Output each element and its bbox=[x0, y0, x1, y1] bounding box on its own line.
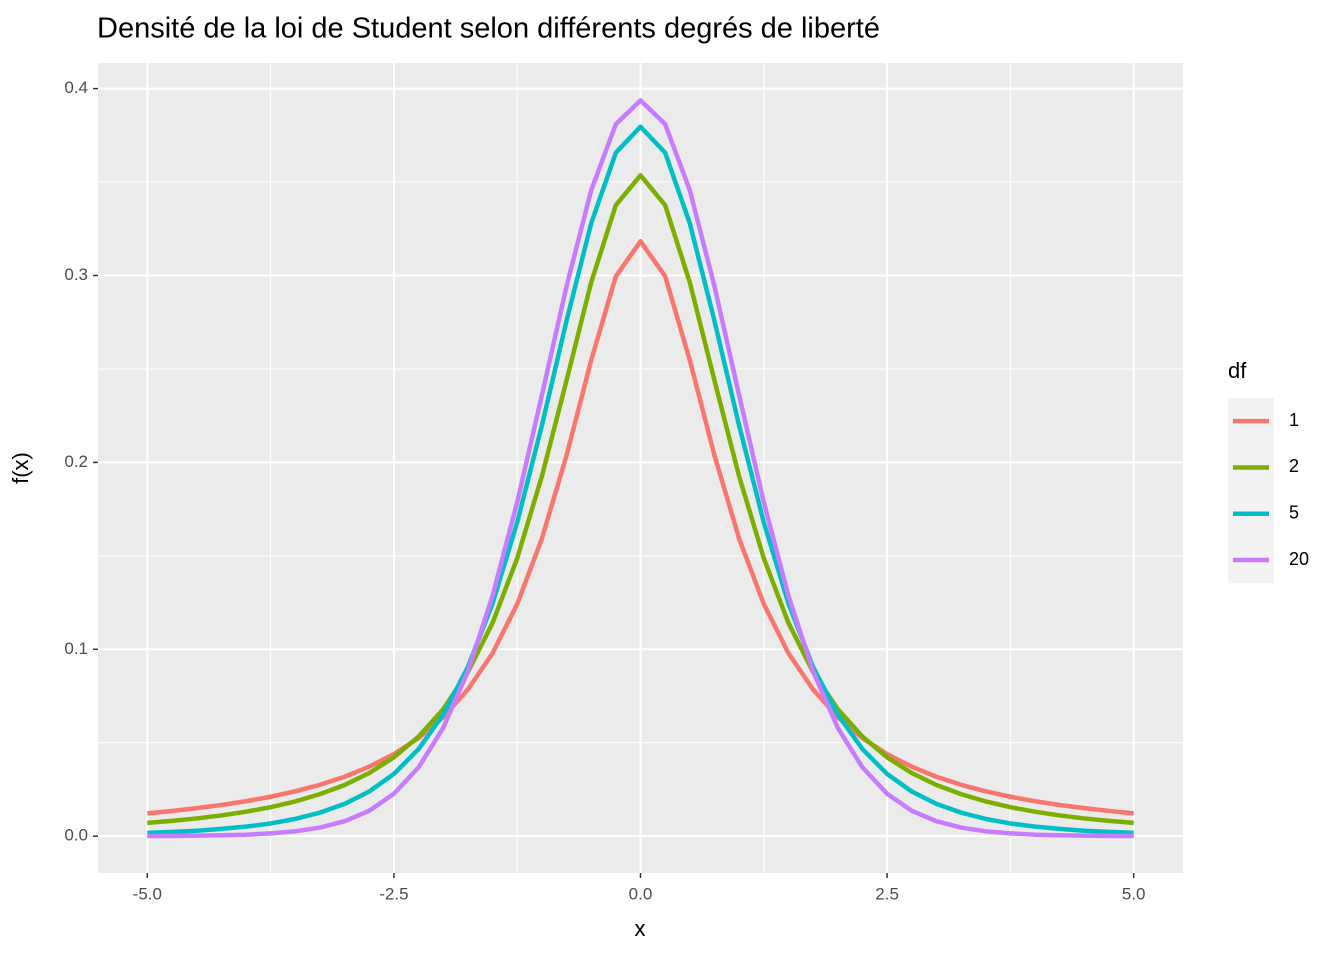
x-tick-label: 0.0 bbox=[629, 884, 653, 903]
legend-label: 5 bbox=[1289, 503, 1299, 523]
series-line bbox=[147, 124, 1134, 836]
series-line bbox=[147, 239, 1134, 816]
legend-label: 1 bbox=[1289, 410, 1299, 430]
x-axis-title: x bbox=[635, 916, 646, 941]
x-tick-label: 5.0 bbox=[1122, 884, 1146, 903]
legend-title: df bbox=[1228, 358, 1247, 383]
series-line bbox=[147, 98, 1134, 839]
x-tick-label: -2.5 bbox=[379, 884, 408, 903]
legend-label: 2 bbox=[1289, 456, 1299, 476]
y-tick-label: 0.0 bbox=[64, 826, 88, 845]
x-tick-label: -5.0 bbox=[133, 884, 162, 903]
y-tick-label: 0.2 bbox=[64, 452, 88, 471]
y-tick-label: 0.3 bbox=[64, 265, 88, 284]
chart-title: Densité de la loi de Student selon diffé… bbox=[97, 13, 880, 45]
y-tick-label: 0.1 bbox=[64, 639, 88, 658]
series-line bbox=[147, 173, 1134, 826]
y-tick-label: 0.4 bbox=[64, 78, 88, 97]
y-axis-title: f(x) bbox=[8, 452, 33, 484]
legend-label: 20 bbox=[1289, 549, 1309, 569]
x-tick-label: 2.5 bbox=[875, 884, 899, 903]
